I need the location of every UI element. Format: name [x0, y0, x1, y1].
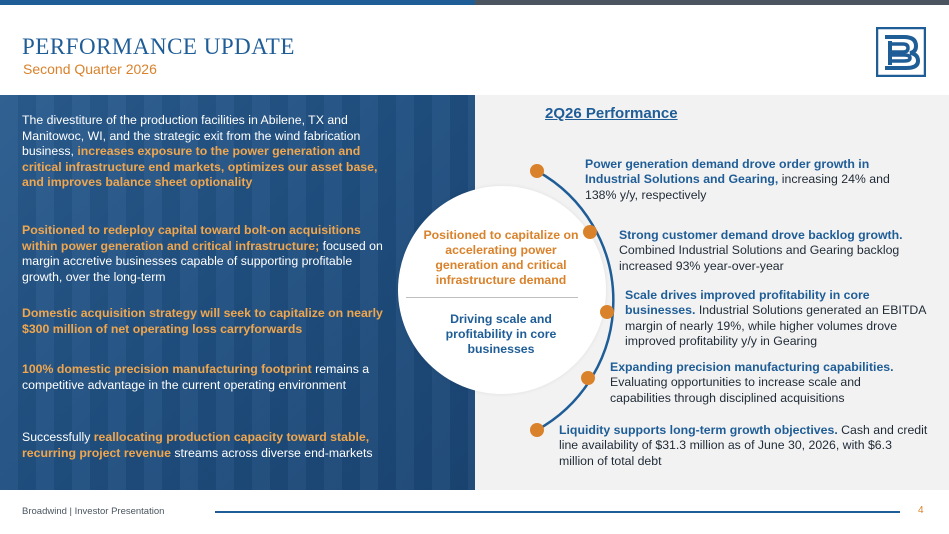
- page-title: PERFORMANCE UPDATE: [22, 34, 295, 59]
- page-number: 4: [918, 505, 924, 516]
- performance-heading: 2Q26 Performance: [545, 105, 678, 122]
- circle-divider: [406, 297, 578, 298]
- left-paragraph-3: Domestic acquisition strategy will seek …: [22, 306, 383, 336]
- circle-bottom-text: Driving scale and profitability in core …: [445, 312, 557, 356]
- left-paragraph-1: The divestiture of the production facili…: [22, 113, 378, 190]
- circle-top-text: Positioned to capitalize on accelerating…: [423, 228, 579, 287]
- page-subtitle: Second Quarter 2026: [23, 61, 157, 77]
- footer-divider: [215, 511, 900, 513]
- left-paragraph-4: 100% domestic precision manufacturing fo…: [22, 362, 370, 392]
- performance-item-4: Expanding precision manufacturing capabi…: [610, 360, 894, 405]
- performance-item-2: Strong customer demand drove backlog gro…: [619, 228, 903, 273]
- company-logo-icon: [876, 27, 926, 77]
- top-accent-bar-gray: [475, 0, 949, 5]
- left-paragraph-2: Positioned to redeploy capital toward bo…: [22, 223, 383, 284]
- center-circle: [398, 186, 606, 394]
- left-text-panel: [0, 95, 475, 490]
- left-paragraph-5: Successfully reallocating production cap…: [22, 430, 373, 460]
- performance-item-3: Scale drives improved profitability in c…: [625, 288, 926, 349]
- performance-item-5: Liquidity supports long-term growth obje…: [559, 423, 928, 468]
- performance-item-1: Power generation demand drove order grow…: [585, 157, 890, 202]
- footer-label: Broadwind | Investor Presentation: [22, 506, 165, 517]
- top-accent-bar-blue: [0, 0, 475, 5]
